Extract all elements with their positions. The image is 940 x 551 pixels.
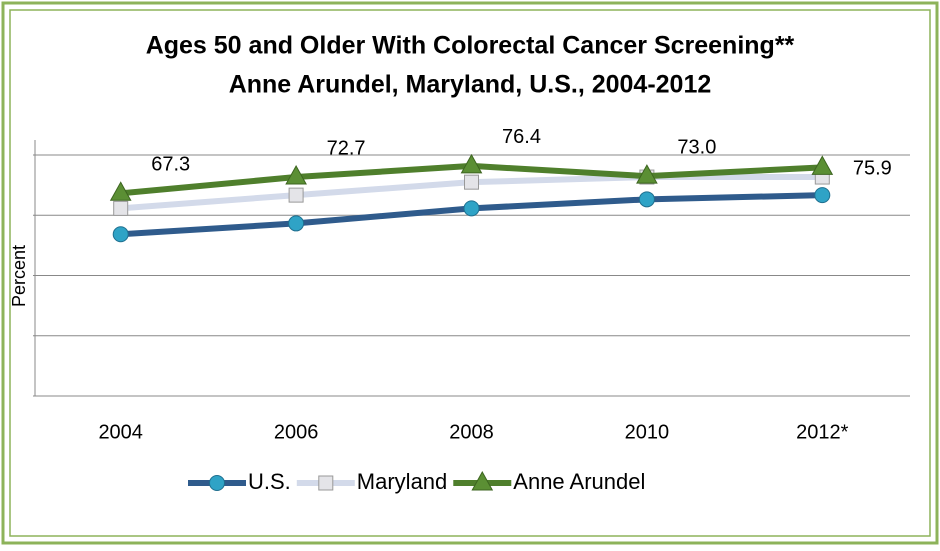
point-marker	[460, 153, 483, 174]
point-marker	[285, 165, 307, 185]
legend-label: U.S.	[248, 469, 291, 494]
x-tick-label: 2008	[449, 421, 494, 443]
data-label: 72.7	[327, 137, 366, 159]
data-label: 75.9	[853, 158, 892, 180]
point-marker	[113, 200, 129, 216]
legend-marker	[471, 470, 494, 491]
point-marker	[636, 164, 658, 184]
x-tick-label: 2006	[274, 421, 319, 443]
point-marker	[109, 181, 132, 201]
legend-marker	[318, 475, 334, 491]
chart-subtitle: Anne Arundel, Maryland, U.S., 2004-2012	[229, 71, 712, 99]
point-marker	[288, 187, 304, 203]
y-axis-label: Percent	[9, 245, 29, 307]
point-marker	[464, 174, 479, 190]
inner-frame	[9, 9, 931, 537]
data-label: 73.0	[677, 136, 716, 158]
point-marker	[811, 155, 834, 175]
x-tick-label: 2010	[625, 421, 670, 443]
data-label: 67.3	[151, 154, 190, 176]
point-marker	[638, 191, 655, 208]
point-marker	[288, 215, 305, 232]
point-marker	[814, 187, 831, 204]
point-marker	[463, 200, 480, 217]
x-tick-label: 2012*	[796, 421, 848, 443]
chart-title: Ages 50 and Older With Colorectal Cancer…	[146, 32, 795, 60]
data-label: 76.4	[502, 126, 541, 148]
x-tick-label: 2004	[98, 421, 143, 443]
legend-label: Anne Arundel	[513, 469, 645, 494]
point-marker	[112, 226, 129, 243]
legend-label: Maryland	[357, 469, 447, 494]
legend-marker	[209, 475, 225, 491]
